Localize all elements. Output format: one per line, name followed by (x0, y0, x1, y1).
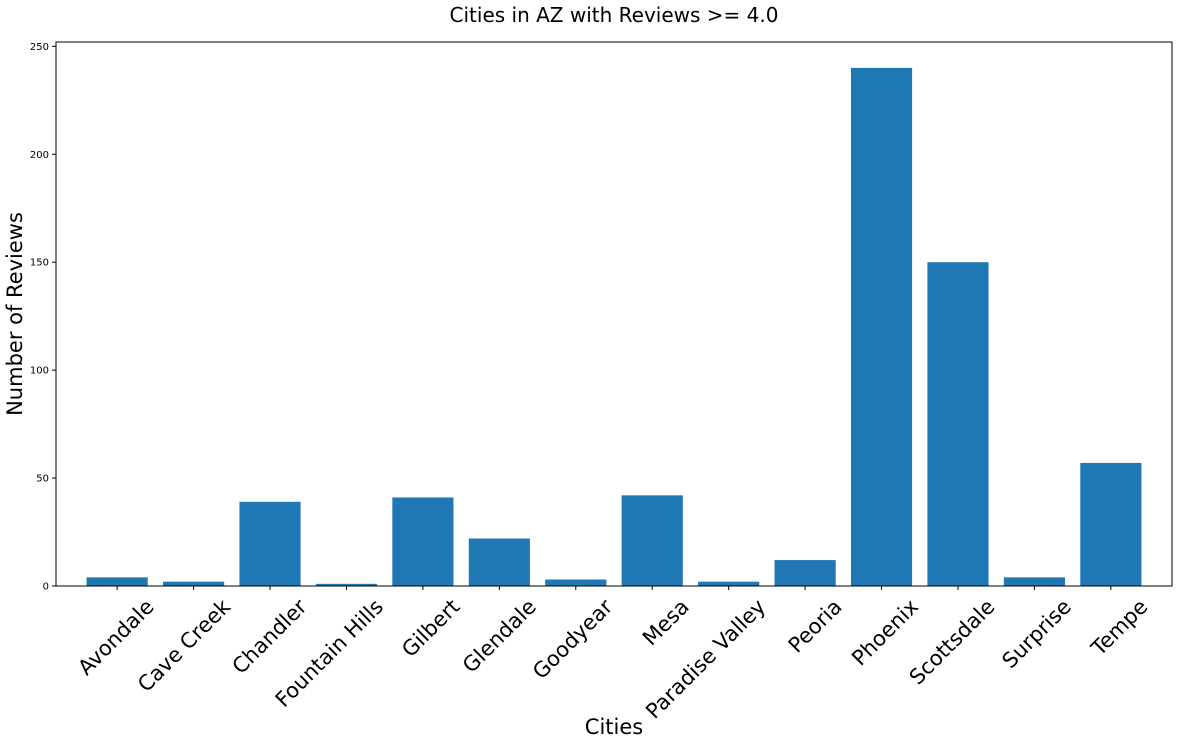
bar-surprise (1003, 577, 1065, 586)
y-tick-label: 100 (30, 366, 49, 377)
bar-cave-creek (163, 581, 225, 586)
y-tick-label: 50 (36, 474, 49, 485)
bar-goodyear (545, 579, 607, 586)
y-axis-label: Number of Reviews (3, 212, 27, 416)
x-tick-label: Peoria (784, 595, 847, 658)
bar-gilbert (392, 497, 454, 586)
y-tick-label: 250 (30, 42, 49, 53)
y-axis-ticks: 0 50 100 150 200 250 (30, 42, 56, 593)
y-tick-label: 0 (43, 582, 49, 593)
bar-fountain-hills (315, 583, 378, 586)
bar-avondale (86, 577, 148, 586)
x-axis-label: Cities (585, 715, 643, 739)
bar-mesa (621, 495, 683, 586)
x-tick-label: Goodyear (528, 594, 617, 683)
bar-glendale (468, 538, 530, 586)
chart-title: Cities in AZ with Reviews >= 4.0 (450, 3, 779, 27)
x-tick-label: Tempe (1086, 595, 1152, 661)
x-tick-label: Phoenix (847, 595, 923, 671)
bar-tempe (1080, 462, 1142, 586)
x-tick-label: Gilbert (397, 595, 464, 662)
bar-phoenix (850, 67, 913, 586)
y-tick-label: 150 (30, 258, 49, 269)
plot-area-frame (55, 41, 1173, 587)
y-tick-label: 200 (30, 150, 49, 161)
bar-chandler (239, 501, 301, 586)
bar-paradise-valley (698, 581, 760, 586)
x-tick-label: Surprise (998, 595, 1076, 673)
bar-scottsdale (927, 262, 989, 586)
x-tick-label: Mesa (638, 595, 694, 651)
x-tick-label: Glendale (458, 595, 541, 678)
bars-group (86, 67, 1142, 586)
bar-peoria (774, 560, 836, 586)
